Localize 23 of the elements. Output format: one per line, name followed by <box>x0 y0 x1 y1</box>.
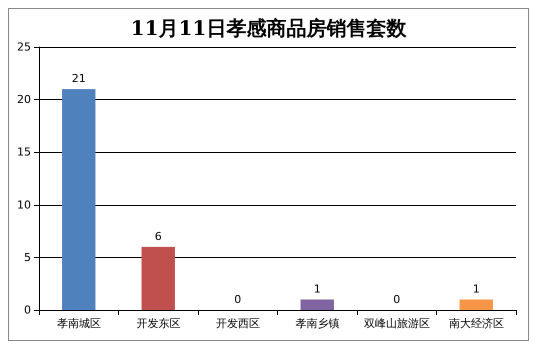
data-label: 1 <box>314 282 321 296</box>
y-tick-label: 5 <box>24 250 31 264</box>
data-label: 0 <box>393 293 400 306</box>
data-label: 0 <box>234 293 242 306</box>
data-label: 6 <box>154 230 162 243</box>
x-tick-label: 孝南城区 <box>56 317 101 330</box>
data-label: 21 <box>72 72 86 86</box>
x-tick-label: 开发东区 <box>136 317 180 330</box>
x-tick-label: 孝南乡镇 <box>295 317 340 330</box>
bar <box>62 89 96 310</box>
bar <box>300 299 334 310</box>
chart-title: 11月11日孝感商品房销售套数 <box>130 16 408 40</box>
y-tick-label: 15 <box>17 146 31 159</box>
y-tick-label: 10 <box>17 198 31 212</box>
x-tick-label: 开发西区 <box>216 317 260 330</box>
y-tick-label: 0 <box>24 304 31 316</box>
data-label: 1 <box>472 282 480 296</box>
x-tick-label: 双峰山旅游区 <box>364 317 430 330</box>
bar <box>142 246 175 310</box>
y-tick-label: 25 <box>17 40 31 54</box>
x-tick-label: 南大经济区 <box>448 317 504 330</box>
bar <box>460 299 493 310</box>
y-tick-label: 20 <box>17 93 31 106</box>
